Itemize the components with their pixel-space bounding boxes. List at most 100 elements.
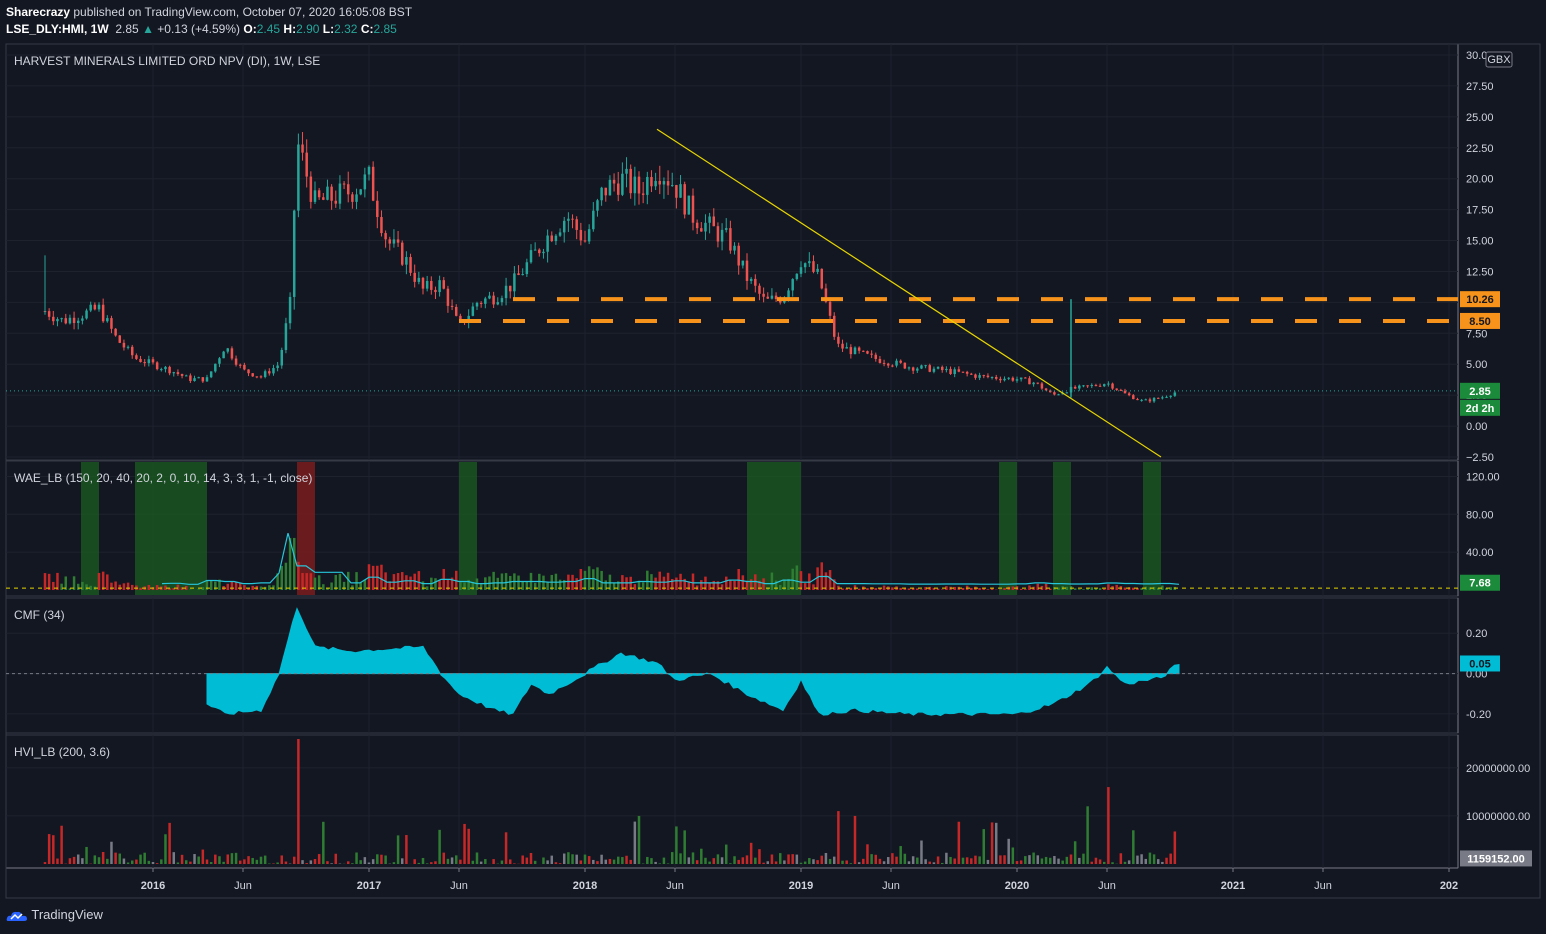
price-candle-body bbox=[662, 181, 666, 185]
wae-tick-label: 40.00 bbox=[1466, 547, 1494, 559]
wae-histogram-bar bbox=[646, 570, 649, 590]
price-candle-body bbox=[297, 144, 300, 211]
hvi-volume-bar bbox=[1007, 838, 1010, 864]
hvi-volume-bar bbox=[700, 848, 703, 864]
hvi-volume-bar bbox=[828, 858, 832, 864]
hvi-volume-bar bbox=[550, 855, 554, 864]
hvi-volume-bar bbox=[101, 852, 105, 864]
wae-histogram-bar bbox=[596, 567, 599, 590]
wae-histogram-bar bbox=[978, 588, 981, 590]
hvi-volume-bar bbox=[1028, 855, 1031, 864]
wae-histogram-bar bbox=[1140, 588, 1143, 590]
price-tick-label: −2.50 bbox=[1466, 452, 1494, 464]
wae-histogram-bar bbox=[1078, 589, 1081, 590]
price-candle-body bbox=[1086, 385, 1089, 387]
hvi-volume-bar bbox=[60, 825, 63, 864]
wae-histogram-bar bbox=[517, 575, 520, 590]
hvi-volume-bar bbox=[878, 858, 882, 864]
price-candle-body bbox=[110, 318, 113, 329]
wae-histogram-bar bbox=[724, 576, 728, 590]
wae-histogram-bar bbox=[932, 587, 936, 590]
cmf-value-badge bbox=[1460, 655, 1500, 672]
wae-histogram-bar bbox=[1148, 587, 1152, 590]
price-candle-body bbox=[1161, 397, 1164, 399]
wae-histogram-bar bbox=[616, 581, 620, 590]
price-candle-body bbox=[164, 366, 167, 370]
hvi-volume-bar bbox=[247, 856, 250, 864]
arrow-up-icon: ▲ bbox=[142, 22, 154, 36]
last-price-label: 2.85 bbox=[1469, 386, 1490, 398]
hvi-volume-bar bbox=[1044, 856, 1048, 864]
wae-histogram-bar bbox=[234, 581, 238, 590]
tradingview-logo[interactable]: TradingView bbox=[6, 907, 103, 923]
price-candle-body bbox=[1044, 388, 1048, 391]
wae-green-zone bbox=[1143, 462, 1161, 595]
hvi-volume-bar bbox=[749, 842, 753, 864]
price-candle-body bbox=[616, 183, 620, 195]
wae-histogram-bar bbox=[936, 588, 940, 590]
wae-histogram-bar bbox=[60, 583, 63, 590]
price-candle-body bbox=[64, 318, 68, 324]
wae-histogram-bar bbox=[691, 573, 695, 590]
hvi-volume-bar bbox=[330, 863, 333, 864]
price-candle-body bbox=[359, 189, 362, 195]
price-candle-body bbox=[1107, 383, 1110, 385]
symbol-label: LSE_DLY:HMI, 1W bbox=[6, 22, 109, 36]
price-candle-body bbox=[886, 363, 890, 366]
hvi-volume-bar bbox=[621, 857, 624, 864]
hvi-volume-bar bbox=[716, 854, 720, 864]
price-candle-body bbox=[774, 295, 778, 300]
hvi-volume-bar bbox=[616, 856, 620, 864]
wae-histogram-bar bbox=[1132, 587, 1135, 590]
price-candle-body bbox=[89, 304, 92, 311]
price-candle-body bbox=[1028, 378, 1031, 385]
wae-histogram-bar bbox=[911, 587, 915, 590]
wae-histogram-bar bbox=[783, 579, 786, 590]
price-candle-body bbox=[625, 168, 628, 174]
price-candle-body bbox=[529, 250, 533, 263]
wae-histogram-bar bbox=[504, 573, 508, 590]
hvi-volume-bar bbox=[542, 857, 545, 864]
price-candle-body bbox=[1136, 399, 1139, 401]
price-candle-body bbox=[957, 369, 961, 372]
publisher-name[interactable]: Sharecrazy bbox=[6, 5, 71, 19]
wae-histogram-bar bbox=[1003, 588, 1006, 590]
wae-histogram-bar bbox=[284, 562, 288, 590]
time-tick-label: Jun bbox=[666, 880, 684, 892]
wae-histogram-bar bbox=[662, 576, 666, 590]
wae-green-zone bbox=[135, 462, 207, 595]
change-label: +0.13 (+4.59%) bbox=[157, 22, 241, 36]
hvi-volume-bar bbox=[837, 811, 840, 864]
hvi-volume-bar bbox=[118, 853, 122, 864]
hvi-volume-bar bbox=[222, 861, 225, 864]
hvi-volume-bar bbox=[733, 856, 736, 864]
price-candle-body bbox=[907, 367, 911, 369]
hvi-volume-bar bbox=[276, 862, 279, 864]
hvi-value-label: 1159152.00 bbox=[1467, 853, 1525, 865]
wae-histogram-bar bbox=[122, 583, 126, 590]
wae-pane-title: WAE_LB (150, 20, 40, 20, 2, 0, 10, 14, 3… bbox=[14, 471, 312, 485]
price-candle-body bbox=[650, 176, 653, 187]
price-candle-body bbox=[820, 268, 824, 289]
hvi-volume-bar bbox=[986, 859, 990, 864]
wae-histogram-bar bbox=[828, 570, 832, 590]
price-candle-body bbox=[400, 242, 404, 265]
wae-green-zone bbox=[999, 462, 1017, 595]
hvi-volume-bar bbox=[139, 854, 142, 864]
hvi-volume-bar bbox=[1090, 861, 1094, 864]
hvi-volume-bar bbox=[754, 857, 757, 864]
wae-histogram-bar bbox=[1136, 587, 1139, 590]
wae-histogram-bar bbox=[1161, 585, 1164, 590]
hvi-volume-bar bbox=[126, 862, 130, 864]
price-candle-body bbox=[1102, 384, 1106, 387]
price-candle-body bbox=[1011, 377, 1015, 381]
price-candle-body bbox=[521, 274, 524, 276]
price-candle-body bbox=[301, 144, 304, 153]
hvi-volume-bar bbox=[1065, 856, 1069, 864]
wae-histogram-bar bbox=[176, 584, 180, 590]
price-candle-body bbox=[737, 245, 740, 266]
price-candle-body bbox=[1115, 388, 1118, 390]
price-candle-body bbox=[1165, 396, 1168, 398]
hvi-volume-bar bbox=[438, 829, 441, 864]
